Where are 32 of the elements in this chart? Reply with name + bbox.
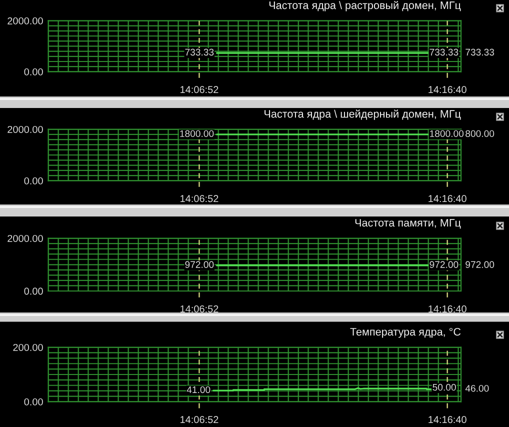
annotation: 1800.00 — [180, 130, 214, 138]
ref-line-label: 14:06:52 — [180, 86, 218, 94]
ref-line-label: 14:16:40 — [428, 305, 466, 312]
text: 46.00 — [465, 384, 489, 392]
ref-line-label: 14:16:40 — [428, 195, 466, 202]
ref-line-label: 14:16:40 — [428, 86, 466, 94]
ref-line-label: 14:06:52 — [180, 416, 218, 424]
annotation: 972.00 — [430, 261, 458, 268]
ref-line-label: 14:06:52 — [180, 195, 218, 202]
y-tick-label: 2000.00 — [8, 17, 43, 24]
y-tick-label: 0.00 — [24, 288, 43, 295]
y-tick-label: 0.00 — [24, 398, 43, 406]
ref-line-label: 14:16:40 — [428, 416, 466, 424]
annotation: 41.00 — [186, 386, 210, 394]
annotation: 733.33 — [430, 48, 458, 56]
y-tick-label: 200.00 — [13, 344, 43, 352]
text: 733.33 — [466, 48, 494, 56]
y-tick-label: 0.00 — [24, 68, 43, 76]
y-tick-label: 2000.00 — [8, 234, 43, 242]
annotation: 1800.00 — [430, 130, 464, 138]
y-tick-label: 2000.00 — [8, 126, 43, 134]
chart-title: Температура ядра, °C — [350, 328, 461, 338]
annotation: 972.00 — [185, 261, 214, 268]
chart-title: Частота ядра \ растровый домен, МГц — [269, 0, 461, 12]
chart-title: Частота памяти, МГц — [355, 219, 461, 229]
annotation: 733.33 — [185, 48, 214, 56]
chart-title: Частота ядра \ шейдерный домен, МГц — [264, 110, 461, 120]
text: 972.00 — [466, 261, 494, 268]
ref-line-label: 14:06:52 — [180, 305, 218, 312]
annotation: 50.00 — [432, 384, 456, 391]
y-tick-label: 0.00 — [24, 177, 43, 184]
text: 800.00 — [466, 130, 494, 138]
